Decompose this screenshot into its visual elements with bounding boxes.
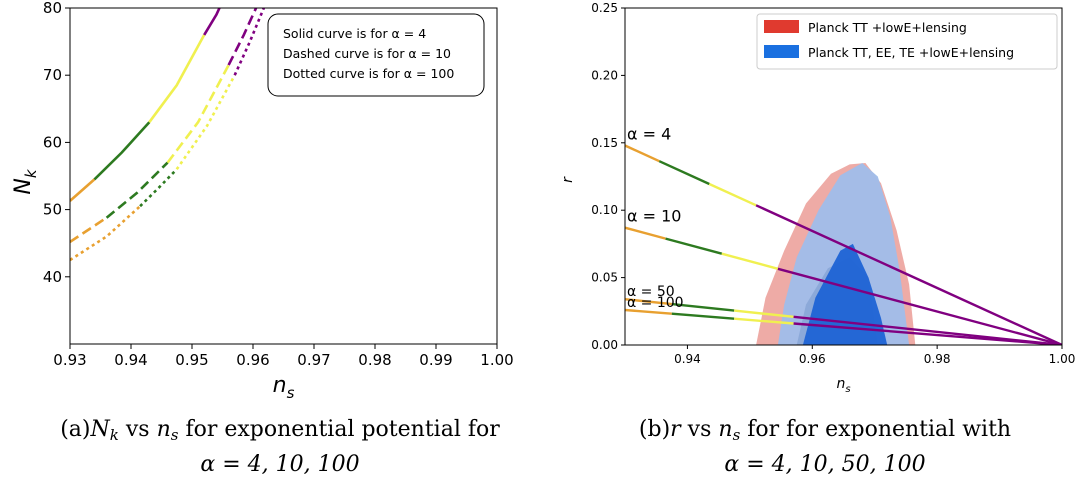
curve-alpha-10-dashed-segment <box>70 216 108 243</box>
chart-a-ytick-label: 80 <box>43 0 62 17</box>
curve-label-alpha-100: α = 100 <box>627 295 684 311</box>
chart-b-ytick-label: 0.10 <box>591 203 618 217</box>
curve-alpha-100-dotted-segment <box>175 74 236 171</box>
chart-b-ytick-label: 0.25 <box>591 1 618 15</box>
chart-b-legend: Planck TT +lowE+lensing Planck TT, EE, T… <box>756 13 1058 70</box>
chart-b-curve-labels: α = 4 α = 10 α = 50α = 100 <box>627 124 684 310</box>
chart-a-curves <box>70 8 266 262</box>
chart-b-curves <box>625 144 1062 345</box>
chart-a-frame <box>69 7 498 345</box>
rline-100-segment <box>734 317 794 325</box>
chart-a-ylabel: Nk <box>11 168 40 194</box>
chart-b-frame <box>624 7 1063 346</box>
chart-b-ytick-label: 0.05 <box>591 271 618 285</box>
chart-a-ytick-label: 40 <box>43 268 62 286</box>
chart-b-contours <box>756 163 916 345</box>
chart-b-ytick-label: 0.00 <box>591 338 618 352</box>
curve-alpha-4-solid-segment <box>148 34 206 123</box>
curve-alpha-100-dotted-segment <box>139 168 178 208</box>
rline-100-segment <box>625 308 672 315</box>
rline-4-segment <box>658 160 710 186</box>
chart-a-xtick-label: 0.95 <box>175 351 208 369</box>
rline-4-segment <box>708 182 757 207</box>
chart-a-xtick-label: 1.00 <box>480 351 513 369</box>
curve-label-alpha-10: α = 10 <box>627 207 681 226</box>
curve-alpha-4-solid-segment <box>203 8 221 36</box>
chart-b-xtick-label: 0.98 <box>924 352 951 366</box>
rline-10-segment <box>721 252 779 270</box>
caption-b: (b)r vs ns for for exponential with α = … <box>638 417 1012 477</box>
caption-a: (a)Nk vs ns for exponential potential fo… <box>60 417 500 477</box>
curve-alpha-10-dashed-segment <box>105 161 169 219</box>
chart-a-xtick-label: 0.97 <box>297 351 330 369</box>
rline-4-segment <box>755 204 1062 345</box>
chart-b-ylabel: r <box>560 176 576 183</box>
chart-b-legend-box <box>756 13 1058 70</box>
rline-50-segment <box>734 309 794 318</box>
chart-b-legend-swatch-tt <box>764 20 799 33</box>
chart-a-xticks: 0.93 0.94 0.95 0.96 0.97 0.98 0.99 1.00 <box>53 344 514 369</box>
rline-50-segment <box>625 298 672 306</box>
chart-b-legend-swatch-ttteee <box>764 45 799 58</box>
curve-alpha-10-dashed-segment <box>227 8 258 66</box>
chart-b-xtick-label: 0.94 <box>674 352 701 366</box>
chart-b-legend-label-ttteee: Planck TT, EE, TE +lowE+lensing <box>808 45 1014 60</box>
chart-a-ytick-label: 60 <box>43 133 62 151</box>
curve-alpha-10-dashed-segment <box>166 64 230 164</box>
chart-a: 0.93 0.94 0.95 0.96 0.97 0.98 0.99 1.00 40 50 60 7… <box>11 0 514 402</box>
rline-10-segment <box>625 226 666 240</box>
chart-a-legend: Solid curve is for α = 4 Dashed curve is… <box>267 13 485 97</box>
chart-b-xticks: 0.94 0.96 0.98 1.00 <box>674 345 1075 366</box>
rline-100-segment <box>793 322 1062 345</box>
chart-a-xtick-label: 0.99 <box>419 351 452 369</box>
chart-b: 0.94 0.96 0.98 1.00 0.00 0.05 0.10 0.15 0.20 0.2… <box>560 1 1075 395</box>
rline-10-segment <box>665 237 723 255</box>
chart-b-xtick-label: 1.00 <box>1049 352 1076 366</box>
curve-label-alpha-50: α = 50 <box>627 284 675 300</box>
chart-a-yticks: 40 50 60 70 80 <box>43 0 70 286</box>
rline-50-segment <box>671 302 735 312</box>
chart-b-xtick-label: 0.96 <box>799 352 826 366</box>
chart-a-legend-line-dashed: Dashed curve is for α = 10 <box>283 46 451 61</box>
chart-a-xtick-label: 0.94 <box>114 351 147 369</box>
rline-10-segment <box>777 267 1062 345</box>
rline-4-segment <box>625 144 660 163</box>
chart-a-legend-box <box>267 13 485 97</box>
chart-b-ytick-label: 0.20 <box>591 68 618 82</box>
chart-b-xlabel: ns <box>836 376 850 395</box>
chart-a-ytick-label: 50 <box>43 201 62 219</box>
chart-a-ytick-label: 70 <box>43 66 62 84</box>
chart-b-ytick-label: 0.15 <box>591 136 618 150</box>
chart-a-xtick-label: 0.98 <box>358 351 391 369</box>
chart-a-xtick-label: 0.93 <box>53 351 86 369</box>
curve-alpha-100-dotted-segment <box>70 205 141 262</box>
curve-label-alpha-4: α = 4 <box>627 124 671 143</box>
curve-alpha-4-solid-segment <box>70 178 96 202</box>
chart-a-xlabel: ns <box>273 373 295 402</box>
rline-100-segment <box>671 312 735 320</box>
chart-a-legend-line-dotted: Dotted curve is for α = 100 <box>283 66 454 81</box>
chart-b-yticks: 0.00 0.05 0.10 0.15 0.20 0.25 <box>591 1 625 352</box>
chart-b-legend-label-tt: Planck TT +lowE+lensing <box>808 20 967 35</box>
curve-alpha-100-dotted-segment <box>233 8 266 76</box>
chart-a-xtick-label: 0.96 <box>236 351 269 369</box>
chart-a-legend-line-solid: Solid curve is for α = 4 <box>283 26 426 41</box>
curve-alpha-4-solid-segment <box>93 121 151 181</box>
